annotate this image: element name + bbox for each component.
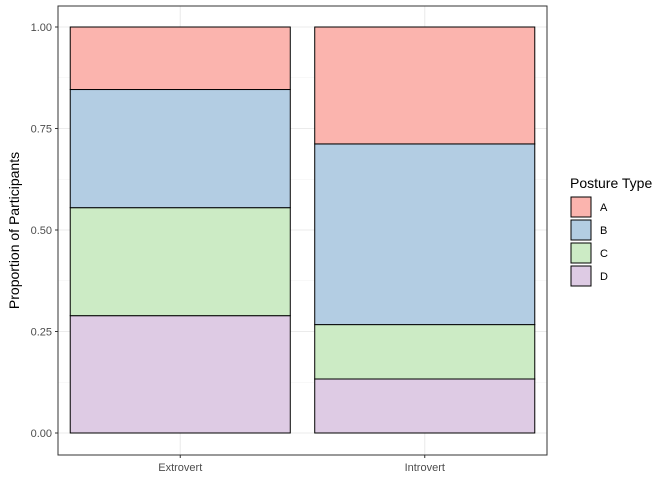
- y-tick-label: 0.50: [31, 225, 52, 237]
- y-axis: 0.00 0.25 0.50 0.75 1.00: [31, 22, 58, 440]
- bar-introvert-a: [314, 26, 536, 145]
- legend-swatch-a: [570, 196, 592, 218]
- bars: [69, 26, 536, 434]
- y-tick-label: 1.00: [31, 22, 52, 34]
- legend-swatch-b: [570, 219, 592, 241]
- legend-label-b: B: [600, 225, 607, 237]
- y-tick-label: 0.25: [31, 327, 52, 339]
- bar-introvert-c: [314, 324, 536, 380]
- legend-label-c: C: [600, 248, 608, 260]
- legend-label-d: D: [600, 271, 608, 283]
- legend-swatch-d: [570, 265, 592, 287]
- x-axis: Extrovert Introvert: [158, 455, 445, 474]
- x-tick-label: Extrovert: [158, 462, 202, 474]
- legend-title: Posture Type: [570, 175, 652, 191]
- bar-introvert-d: [314, 378, 536, 434]
- bar-extrovert-b: [69, 89, 291, 209]
- legend-swatch-c: [570, 242, 592, 264]
- y-tick-label: 0.00: [31, 428, 52, 440]
- x-tick-label: Introvert: [405, 462, 445, 474]
- legend-label-a: A: [600, 202, 608, 214]
- bar-introvert-b: [314, 143, 536, 326]
- bar-extrovert-d: [69, 315, 291, 434]
- bar-extrovert-c: [69, 207, 291, 317]
- y-tick-label: 0.75: [31, 124, 52, 136]
- bar-extrovert-a: [69, 26, 291, 91]
- y-axis-title: Proportion of Participants: [6, 152, 22, 309]
